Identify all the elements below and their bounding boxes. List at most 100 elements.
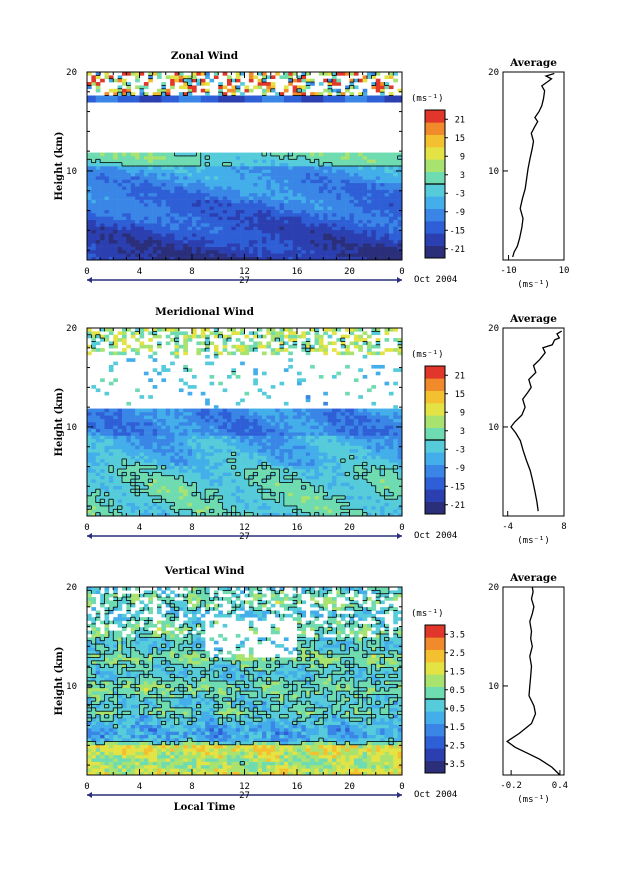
heatmap-cell: [178, 229, 184, 234]
heatmap-cell: [297, 442, 302, 446]
heatmap-cell: [367, 438, 372, 443]
heatmap-cell: [165, 88, 171, 93]
heatmap-cell: [113, 482, 118, 487]
heatmap-cell: [318, 438, 324, 443]
heatmap-cell: [288, 199, 293, 204]
heatmap-cell: [362, 176, 368, 180]
heatmap-cell: [397, 233, 403, 237]
heatmap-cell: [288, 72, 293, 76]
heatmap-cell: [388, 176, 394, 180]
heatmap-cell: [183, 92, 188, 96]
heatmap-cell: [174, 209, 180, 214]
heatmap-cell: [192, 432, 197, 436]
heatmap-cell: [248, 189, 254, 194]
heatmap-cell: [91, 438, 97, 443]
heatmap-cell: [248, 485, 254, 490]
heatmap-cell: [305, 452, 311, 456]
heatmap-cell: [358, 186, 363, 190]
heatmap-cell: [397, 95, 403, 100]
heatmap-cell: [165, 469, 171, 473]
heatmap-cell: [183, 489, 188, 493]
heatmap-cell: [349, 499, 355, 503]
heatmap-cell: [305, 432, 311, 436]
heatmap-cell: [253, 489, 258, 493]
heatmap-cell: [353, 469, 359, 473]
heatmap-cell: [393, 458, 398, 463]
heatmap-cell: [397, 223, 403, 227]
heatmap-cell: [100, 452, 105, 456]
heatmap-cell: [375, 495, 381, 500]
heatmap-cell: [257, 236, 263, 241]
heatmap-cell: [384, 182, 390, 187]
heatmap-cell: [170, 435, 175, 440]
heatmap-cell: [113, 472, 118, 477]
heatmap-cell: [231, 162, 237, 167]
heatmap-cell: [292, 236, 298, 241]
heatmap-cell: [367, 455, 372, 460]
heatmap-cell: [253, 239, 258, 244]
heatmap-cell: [235, 152, 241, 157]
heatmap-cell: [301, 216, 307, 221]
heatmap-cell: [384, 219, 390, 224]
heatmap-cell: [130, 202, 136, 207]
heatmap-cell: [113, 182, 118, 187]
heatmap-cell: [297, 179, 302, 184]
heatmap-cell: [117, 236, 123, 241]
heatmap-cell: [371, 239, 377, 244]
heatmap-cell: [200, 182, 206, 187]
heatmap-cell: [183, 95, 188, 100]
heatmap-cell: [380, 432, 385, 436]
heatmap-cell: [248, 509, 254, 513]
heatmap-cell: [345, 155, 350, 160]
heatmap-cell: [275, 166, 280, 170]
heatmap-cell: [275, 485, 280, 490]
heatmap-cell: [196, 432, 202, 436]
heatmap-cell: [371, 512, 377, 517]
heatmap-cell: [384, 472, 390, 477]
heatmap-cell: [310, 98, 315, 103]
heatmap-cell: [213, 509, 219, 513]
heatmap-cell: [205, 186, 210, 190]
heatmap-cell: [104, 428, 110, 433]
heatmap-cell: [345, 472, 350, 477]
heatmap-cell: [248, 472, 254, 477]
heatmap-cell: [340, 226, 346, 231]
heatmap-cell: [371, 462, 377, 466]
heatmap-cell: [349, 243, 355, 247]
heatmap-cell: [148, 442, 153, 446]
heatmap-cell: [170, 85, 175, 90]
heatmap-cell: [323, 213, 328, 217]
heatmap-cell: [384, 226, 390, 231]
heatmap-cell: [279, 442, 285, 446]
heatmap-cell: [113, 492, 118, 497]
heatmap-cell: [174, 458, 180, 463]
heatmap-cell: [345, 162, 350, 167]
heatmap-cell: [388, 455, 394, 460]
heatmap-cell: [87, 438, 92, 443]
heatmap-cell: [174, 226, 180, 231]
heatmap-cell: [200, 179, 206, 184]
heatmap-cell: [301, 472, 307, 477]
heatmap-cell: [332, 428, 337, 433]
heatmap-cell: [266, 172, 272, 177]
heatmap-cell: [314, 239, 320, 244]
heatmap-cell: [148, 219, 153, 224]
heatmap-cell: [388, 509, 394, 513]
heatmap-cell: [297, 502, 302, 507]
heatmap-cell: [213, 256, 219, 261]
heatmap-cell: [113, 196, 118, 200]
heatmap-cell: [209, 475, 215, 480]
heatmap-cell: [87, 219, 92, 224]
heatmap-cell: [371, 502, 377, 507]
colorbar-tick-label: 9: [460, 152, 465, 162]
heatmap-cell: [113, 179, 118, 184]
heatmap-cell: [266, 176, 272, 180]
heatmap-cell: [152, 92, 158, 96]
heatmap-cell: [108, 75, 114, 80]
heatmap-cell: [174, 253, 180, 257]
heatmap-cell: [270, 512, 276, 517]
heatmap-cell: [135, 485, 140, 490]
heatmap-cell: [227, 159, 232, 163]
heatmap-cell: [371, 253, 377, 257]
heatmap-cell: [218, 448, 223, 453]
